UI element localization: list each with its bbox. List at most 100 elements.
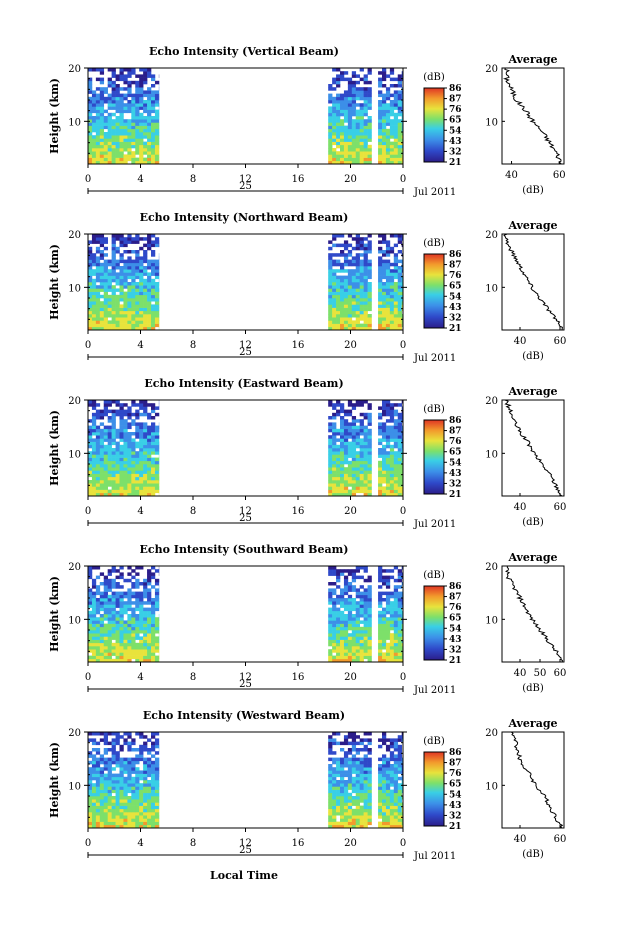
heatmap-cell [355,310,360,315]
heatmap-cell [367,132,372,136]
heatmap-cell [393,320,399,324]
heatmap-cell [378,489,383,494]
heatmap-cell [363,607,368,612]
heatmap-cell [131,275,136,280]
heatmap-cell [131,649,136,653]
heatmap-cell [131,626,136,631]
heatmap-cell [111,246,116,251]
heatmap-cell [397,764,402,768]
heatmap-cell [397,157,402,162]
heatmap-cell [154,100,160,104]
heatmap-cell [393,642,399,647]
heatmap-cell [143,298,148,302]
heatmap-cell [351,783,357,787]
heatmap-cell [351,741,357,746]
heatmap-cell [131,291,136,296]
colorbar-tick-label: 87 [449,427,462,437]
heatmap-cell [340,77,345,82]
heatmap-cell [135,237,140,241]
heatmap-cell [340,604,345,608]
heatmap-cell [351,642,357,647]
heatmap-cell [154,802,160,806]
heatmap-cell [363,77,368,82]
heatmap-cell [99,652,105,656]
colorbar-tick-label: 32 [449,313,462,323]
heatmap-cell [115,808,120,813]
heatmap-cell [111,304,116,308]
heatmap-cell [343,808,349,813]
heatmap-cell [347,780,353,784]
heatmap-cell [143,585,148,589]
heatmap-cell [91,470,97,474]
heatmap-cell [389,406,395,410]
heatmap-cell [359,480,364,484]
heatmap-cell [336,473,341,478]
heatmap-cell [343,112,349,117]
heatmap-cell [91,585,97,589]
heatmap-cell [147,658,152,663]
heatmap-cell [363,738,368,742]
heatmap-cell [393,767,399,771]
heatmap-cell [131,489,136,494]
heatmap-cell [351,470,357,474]
heatmap-cell [340,457,345,462]
heatmap-cell [359,789,364,794]
heatmap-cell [151,109,156,114]
heatmap-cell [336,767,341,771]
heatmap-cell [135,754,140,758]
heatmap-cell [103,275,108,280]
heatmap-cell [115,275,120,280]
y-axis-title: Height (km) [48,576,61,652]
heatmap-cell [135,604,140,608]
heatmap-cell [135,432,140,436]
heatmap-cell [359,585,364,589]
heatmap-cell [88,451,93,455]
heatmap-cell [154,132,160,136]
heatmap-cell [343,607,349,612]
heatmap-cell [151,103,156,107]
heatmap-cell [147,738,152,742]
heatmap-cell [359,138,364,142]
heatmap-cell [328,601,333,605]
heatmap-cell [378,789,383,794]
heatmap-cell [88,792,93,797]
heatmap-cell [119,428,124,433]
heatmap-cell [123,259,128,264]
heatmap-cell [367,732,372,736]
heatmap-cell [88,250,93,254]
heatmap-cell [393,585,399,589]
heatmap-cell [340,112,345,117]
heatmap-cell [154,594,160,599]
heatmap-cell [135,566,140,570]
heatmap-cell [355,457,360,462]
heatmap-cell [95,441,101,446]
heatmap-cell [359,460,364,465]
heatmap-cell [347,569,353,573]
heatmap-cell [135,812,140,816]
heatmap-cell [382,754,387,758]
heatmap-cell [382,100,387,104]
heatmap-cell [115,310,120,315]
heatmap-cell [119,77,124,82]
heatmap-cell [88,821,93,826]
heatmap-cell [131,792,136,797]
heatmap-cell [359,473,364,478]
heatmap-cell [378,646,383,650]
heatmap-cell [397,444,402,449]
heatmap-cell [139,154,144,158]
heatmap-cell [135,460,140,465]
heatmap-cell [147,135,152,139]
heatmap-cell [95,767,101,771]
heatmap-cell [151,266,156,270]
heatmap-cell [127,639,132,644]
heatmap-cell [363,786,368,790]
heatmap-cell [336,470,341,474]
heatmap-cell [103,789,108,794]
heatmap-cell [328,457,333,462]
heatmap-cell [367,492,372,497]
heatmap-cell [393,464,399,468]
heatmap-cell [336,109,341,114]
heatmap-cell [401,636,404,640]
heatmap-cell [123,237,128,241]
heatmap-cell [143,282,148,286]
